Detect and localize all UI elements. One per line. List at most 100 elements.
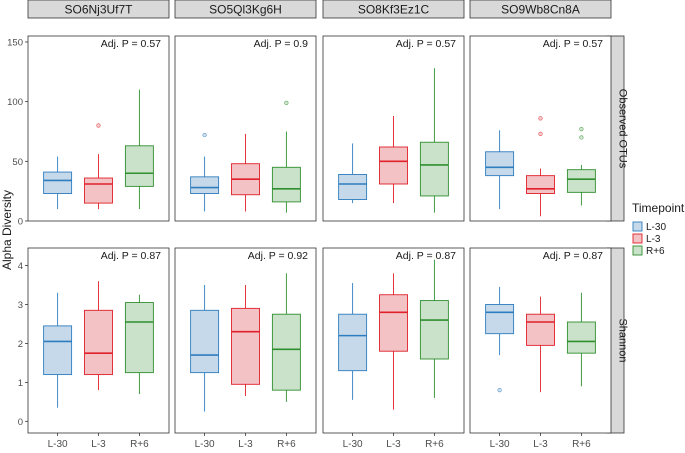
p-value-annotation: Adj. P = 0.57 [101, 38, 161, 50]
legend-item: R+6 [632, 245, 665, 257]
boxplot-l3 [231, 133, 260, 212]
boxplot-l30 [338, 283, 368, 400]
y-tick-label: 0 [18, 217, 23, 228]
box-outlier [538, 131, 543, 136]
legend-title: Timepoint [632, 201, 685, 215]
panel: Adj. P = 0.57 [27, 35, 170, 222]
facet-strip-label: SO6Nj3Uf7T [64, 3, 133, 17]
panel: Adj. P = 0.57 [469, 35, 612, 222]
boxplot-r6 [566, 292, 596, 387]
legend-item: L-30 [632, 221, 666, 233]
box-iqr [231, 307, 260, 385]
legend-key [632, 221, 643, 232]
boxplot-l3 [379, 273, 408, 410]
facet-strip-bg [469, 0, 612, 19]
facet-strip-top: SO5Ql3Kg6H [174, 0, 317, 19]
x-tick-label: R+6 [277, 439, 296, 448]
boxplot-r6 [419, 259, 449, 398]
y-axis-label: Alpha Diversity [0, 190, 14, 270]
p-value-annotation: Adj. P = 0.87 [543, 250, 603, 262]
boxplot-l3 [526, 116, 555, 217]
p-value-annotation: Adj. P = 0.87 [396, 250, 456, 262]
panel-border [27, 35, 170, 222]
x-tick-label: L-30 [343, 439, 363, 448]
boxplot-l30 [43, 156, 73, 210]
x-tick-label: L-3 [533, 439, 548, 448]
boxplot-l30 [485, 286, 515, 393]
box-iqr [190, 309, 220, 374]
boxplot-l30 [190, 285, 220, 412]
boxplot-r6 [566, 126, 596, 206]
box-iqr [84, 309, 113, 376]
x-tick-label: L-30 [48, 439, 68, 448]
box-outlier [284, 100, 289, 105]
p-value-annotation: Adj. P = 0.92 [248, 250, 308, 262]
panel-border [322, 35, 465, 222]
box-iqr [271, 166, 301, 203]
boxplot-r6 [124, 294, 154, 395]
y-tick-label: 100 [7, 97, 23, 108]
box-iqr [419, 141, 449, 197]
y-tick-label: 1 [18, 378, 23, 389]
panel: Adj. P = 0.9 [174, 35, 317, 222]
facet-strip-label: SO9Wb8Cn8A [501, 3, 580, 17]
box-iqr [124, 145, 154, 187]
boxplot-l30 [338, 143, 368, 204]
y-tick-label: 50 [12, 157, 23, 168]
panel-border [174, 35, 317, 222]
facet-strip-label: Observed OTUs [617, 89, 629, 169]
boxplot-l3 [379, 115, 408, 204]
box-outlier [202, 132, 207, 138]
box-iqr [84, 177, 113, 204]
box-iqr [379, 294, 408, 352]
box-iqr [190, 176, 220, 194]
box-iqr [338, 174, 368, 200]
boxplot-l3 [526, 296, 555, 393]
panel: Adj. P = 0.87 [322, 247, 465, 434]
panel: Adj. P = 0.92 [174, 247, 317, 434]
y-tick-label: 3 [18, 300, 23, 311]
x-tick-label: R+6 [130, 439, 149, 448]
box-iqr [379, 146, 408, 185]
box-iqr [485, 151, 515, 177]
facet-strip-top: SO8Kf3Ez1C [322, 0, 465, 19]
x-tick-label: L-3 [91, 439, 106, 448]
p-value-annotation: Adj. P = 0.9 [254, 38, 309, 50]
box-outlier [497, 388, 502, 393]
facet-strip-label: SO5Ql3Kg6H [209, 3, 282, 17]
box-iqr [566, 169, 596, 193]
x-tick-label: L-30 [195, 439, 215, 448]
boxplot-r6 [124, 89, 154, 210]
box-iqr [485, 304, 515, 335]
panel-border [469, 35, 612, 222]
box-iqr [43, 171, 73, 194]
legend-key [632, 233, 643, 244]
box-iqr [271, 313, 301, 391]
y-tick-label: 4 [18, 261, 23, 272]
facet-strip-label: SO8Kf3Ez1C [358, 3, 430, 17]
panel: Adj. P = 0.87 [27, 247, 170, 434]
boxplot-r6 [271, 100, 301, 213]
facet-strip-top: SO6Nj3Uf7T [27, 0, 170, 19]
facet-strip-bg [322, 0, 465, 19]
x-tick-label: L-3 [238, 439, 253, 448]
box-outlier [96, 123, 101, 128]
facet-strip-bg [27, 0, 170, 19]
box-iqr [43, 325, 73, 376]
p-value-annotation: Adj. P = 0.87 [101, 250, 161, 262]
box-iqr [526, 175, 555, 194]
boxplot-r6 [271, 273, 301, 402]
p-value-annotation: Adj. P = 0.57 [396, 38, 456, 50]
box-outlier [579, 126, 584, 132]
p-value-annotation: Adj. P = 0.57 [543, 38, 603, 50]
facet-strip-bg [174, 0, 317, 19]
box-iqr [566, 321, 596, 354]
y-tick-label: 2 [18, 339, 23, 350]
box-iqr [124, 302, 154, 374]
boxplot-l30 [485, 130, 515, 210]
y-tick-label: 150 [7, 37, 23, 48]
facet-strip-top: SO9Wb8Cn8A [469, 0, 612, 19]
boxplot-l30 [43, 292, 73, 408]
